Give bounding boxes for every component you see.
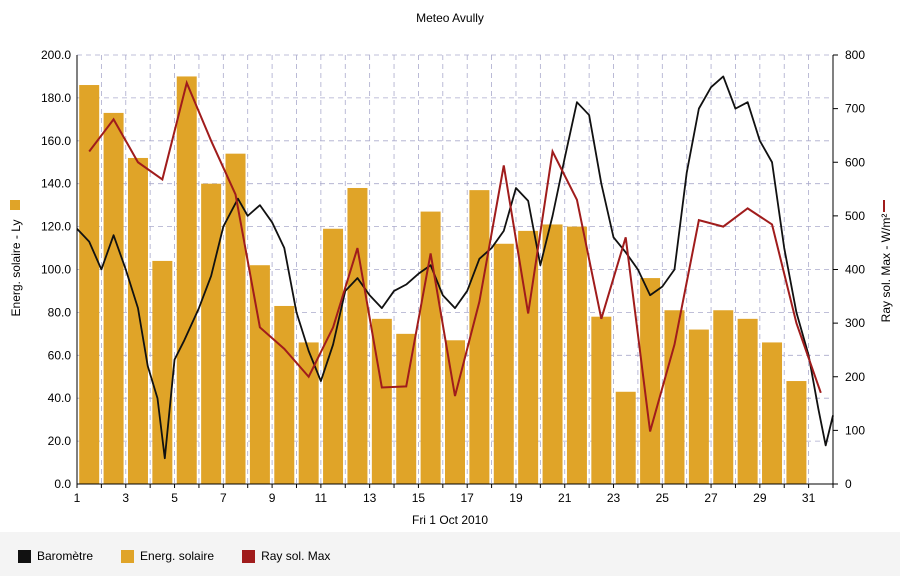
y-tick-label-left: 40.0 [48,391,72,405]
bar-energ-solaire [762,342,783,484]
x-tick-label: 11 [315,491,328,505]
axes [76,54,838,488]
y-tick-label-right: 200 [845,370,865,384]
bar-energ-solaire [518,230,539,484]
bar-energ-solaire [249,265,270,484]
x-tick-label: 3 [122,491,129,505]
bar-energ-solaire [225,153,246,485]
x-tick-label: 1 [74,491,81,505]
bar-energ-solaire [323,228,344,484]
y-tick-label-right: 300 [845,316,865,330]
y-tick-label-left: 0.0 [54,477,71,491]
bar-energ-solaire [786,381,807,484]
bar-energ-solaire [201,183,222,484]
y-tick-label-left: 80.0 [48,305,72,319]
y-tick-label-left: 120.0 [41,220,71,234]
legend-swatch-ray-sol-max [242,549,256,563]
y-tick-label-right: 0 [845,477,852,491]
legend-swatch-barometre [18,549,31,563]
bar-energ-solaire [298,342,319,484]
bar-energ-solaire [615,391,636,484]
tick-labels: 0.0 20.0 40.0 60.0 80.0 100.0 120.0 140.0 160.0 1… [41,48,865,505]
bar-energ-solaire [347,187,368,485]
y-tick-label-left: 200.0 [41,48,71,62]
x-tick-label: 25 [656,491,670,505]
y-tick-label-right: 100 [845,423,865,437]
x-tick-label: 21 [558,491,572,505]
legend-item-ray-sol-max: Ray sol. Max [242,549,330,563]
bar-energ-solaire [737,318,758,484]
bar-energ-solaire [176,76,197,484]
bar-energ-solaire [713,310,734,484]
bar-energ-solaire [79,85,100,484]
legend-label-ray-sol-max: Ray sol. Max [261,549,331,563]
x-tick-label: 17 [461,491,475,505]
y-tick-label-left: 160.0 [41,134,71,148]
x-tick-label: 23 [607,491,621,505]
bar-energ-solaire [445,340,465,484]
legend-item-energ-solaire: Energ. solaire [121,549,214,563]
bars-energ-solaire [79,76,807,485]
x-tick-label: 15 [412,491,426,505]
y-tick-label-left: 180.0 [41,91,71,105]
legend: Baromètre Energ. solaire Ray sol. Max [18,546,358,566]
y-axis-label-right: Ray sol. Max - W/m² [879,214,893,323]
bar-energ-solaire [493,243,514,484]
bar-energ-solaire [591,316,612,484]
bar-energ-solaire [127,157,148,484]
y-tick-label-right: 600 [845,155,865,169]
x-tick-label: 5 [171,491,178,505]
y-axis-label-left: Energ. solaire - Ly [9,220,23,317]
ray-sol-max-line [88,79,822,432]
y-tick-label-left: 140.0 [41,177,71,191]
bar-energ-solaire [103,112,124,484]
legend-band [0,532,900,576]
bar-energ-solaire [274,305,295,484]
x-tick-label: 13 [363,491,377,505]
chart-svg: Meteo Avully 0.020.040.060.080.0100.0120… [9,11,893,527]
y-tick-label-right: 400 [845,263,865,277]
x-tick-label: 27 [704,491,718,505]
bar-energ-solaire [566,226,587,484]
line-barometre [76,75,834,460]
x-tick-label: 7 [220,491,227,505]
bar-energ-solaire [469,190,490,484]
bar-energ-solaire [688,329,709,484]
legend-item-barometre: Baromètre [18,549,93,563]
y-tick-label-right: 500 [845,209,865,223]
left-axis-marker [10,200,20,210]
x-tick-label: 19 [509,491,523,505]
y-tick-label-right: 700 [845,102,865,116]
y-tick-label-left: 60.0 [48,348,72,362]
y-tick-label-left: 100.0 [41,263,71,277]
x-tick-label: 9 [269,491,276,505]
x-tick-label: 31 [802,491,816,505]
line-ray-sol-max [88,79,822,432]
x-tick-label: 29 [753,491,767,505]
legend-swatch-energ-solaire [121,549,135,563]
y-tick-label-left: 20.0 [48,434,72,448]
bar-energ-solaire [152,260,173,484]
bar-energ-solaire [664,310,685,484]
bar-energ-solaire [640,278,661,484]
barometre-line [76,75,834,460]
legend-label-barometre: Baromètre [37,549,94,563]
y-tick-label-right: 800 [845,48,865,62]
legend-label-energ-solaire: Energ. solaire [140,549,215,563]
bar-energ-solaire [542,224,563,484]
x-axis-label: Fri 1 Oct 2010 [412,513,488,527]
chart-title: Meteo Avully [416,11,484,25]
bar-energ-solaire [396,333,417,484]
bar-energ-solaire [420,211,441,484]
